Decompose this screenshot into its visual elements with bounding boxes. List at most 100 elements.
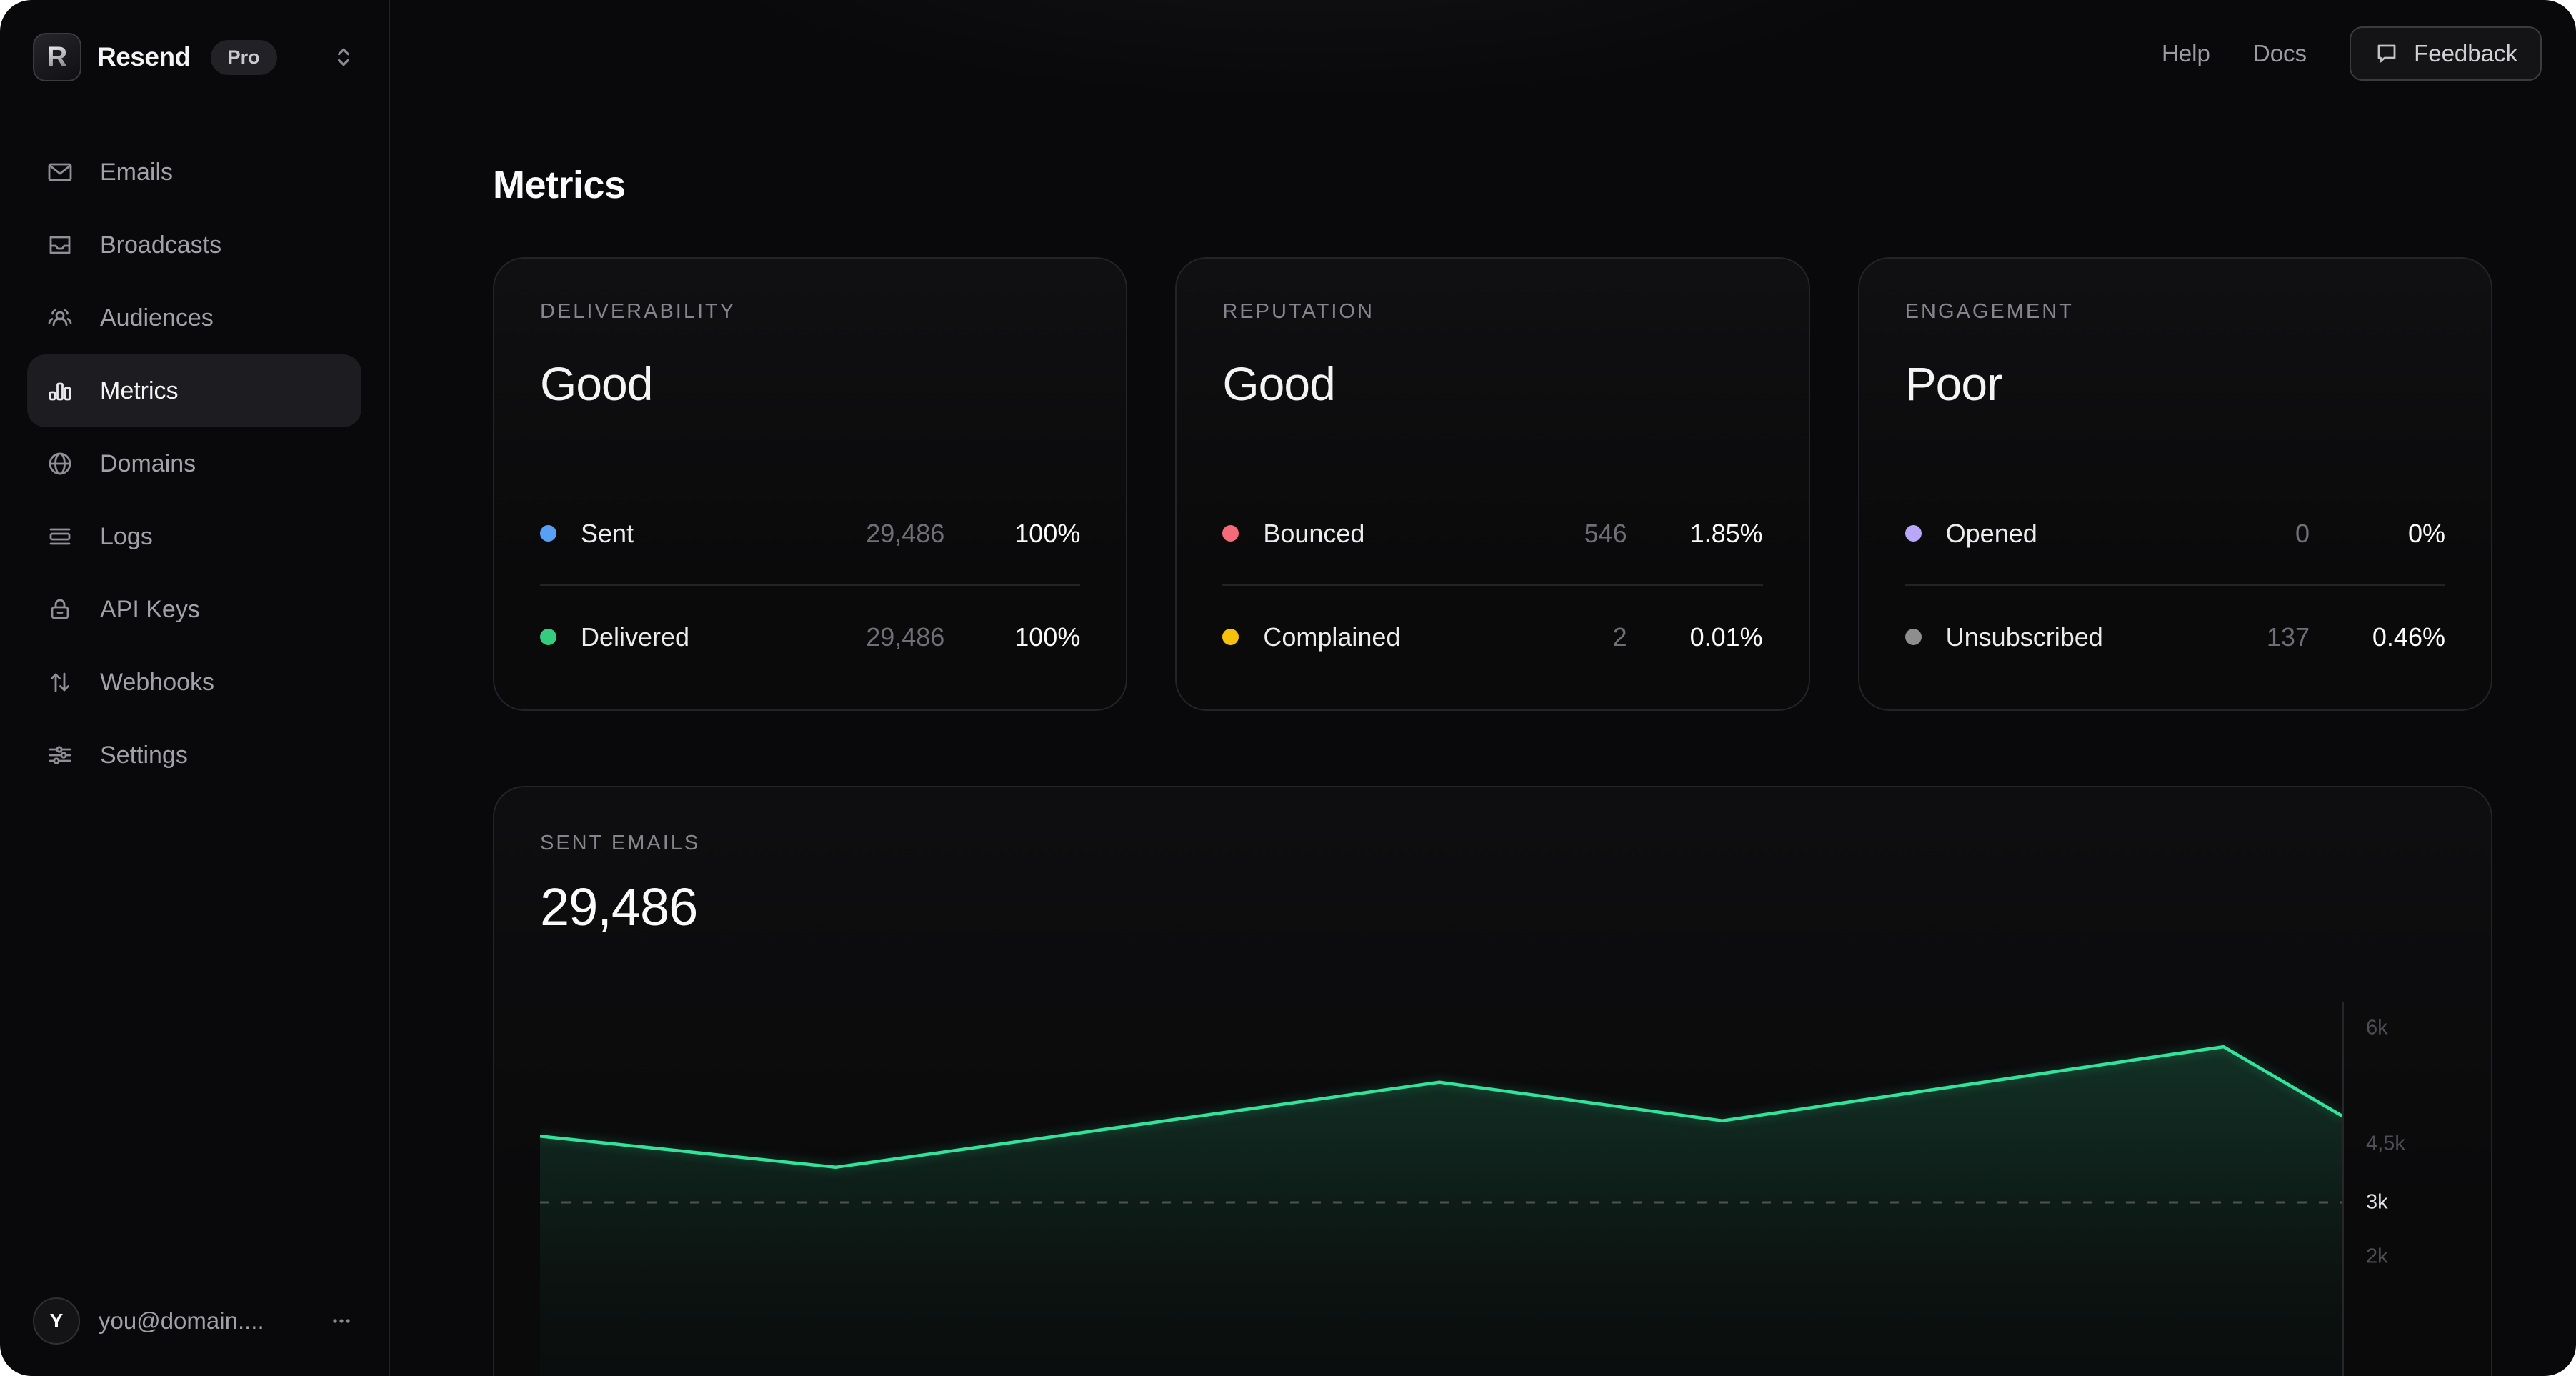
y-axis-line xyxy=(2342,1002,2344,1376)
sidebar-item-audiences[interactable]: Audiences xyxy=(27,281,361,354)
legend-dot xyxy=(1222,629,1239,645)
metric-row-sent: Sent 29,486 100% xyxy=(540,482,1080,584)
more-options-icon[interactable] xyxy=(327,1307,356,1335)
card-category: ENGAGEMENT xyxy=(1904,300,2074,323)
workspace-switcher[interactable]: R Resend Pro xyxy=(0,0,389,96)
page-title: Metrics xyxy=(493,164,626,207)
chart-area-fill xyxy=(540,1047,2342,1376)
lock-icon xyxy=(51,599,69,619)
sidebar-item-label: Metrics xyxy=(100,377,179,404)
sent-emails-plot[interactable] xyxy=(540,994,2342,1376)
legend-dot xyxy=(1904,525,1922,542)
inbox-icon xyxy=(49,236,71,254)
plan-badge: Pro xyxy=(210,39,277,75)
metric-percent: 0.01% xyxy=(1689,622,1763,652)
y-axis-tick: 4,5k xyxy=(2366,1132,2405,1155)
sidebar-item-api-keys[interactable]: API Keys xyxy=(27,573,361,646)
sidebar-item-settings[interactable]: Settings xyxy=(27,719,361,792)
metric-row-unsubscribed: Unsubscribed 137 0.46% xyxy=(1904,584,2445,688)
card-status: Good xyxy=(1222,357,1335,410)
metric-value: 29,486 xyxy=(866,518,945,548)
sidebar-item-emails[interactable]: Emails xyxy=(27,136,361,209)
sidebar-item-label: Settings xyxy=(100,741,188,769)
area-chart xyxy=(540,1045,2342,1376)
card-status: Good xyxy=(540,357,653,410)
y-axis-tick: 6k xyxy=(2366,1016,2388,1040)
card-rows: Bounced 546 1.85% Complained 2 0.01% xyxy=(1222,482,1763,688)
chart-series-line xyxy=(540,1045,2342,1170)
feedback-button[interactable]: Feedback xyxy=(2350,26,2542,81)
card-category: DELIVERABILITY xyxy=(540,300,737,323)
metric-row-bounced: Bounced 546 1.85% xyxy=(1222,482,1763,584)
card-rows: Sent 29,486 100% Delivered 29,486 100% xyxy=(540,482,1081,688)
legend-dot xyxy=(540,525,556,542)
metric-value: 2 xyxy=(1612,622,1627,652)
reputation-card: REPUTATION Good Bounced 546 1.85% Compla… xyxy=(1175,257,1810,711)
sidebar-item-label: Broadcasts xyxy=(100,231,222,259)
metric-row-complained: Complained 2 0.01% xyxy=(1222,584,1763,688)
sidebar-item-metrics[interactable]: Metrics xyxy=(27,354,361,427)
card-category: REPUTATION xyxy=(1222,300,1374,323)
user-menu[interactable]: Y you@domain.... xyxy=(0,1270,389,1376)
metric-label: Complained xyxy=(1263,622,1401,652)
main-content: Help Docs Feedback Metrics DELIVERABILIT… xyxy=(390,0,2576,1376)
sidebar-item-logs[interactable]: Logs xyxy=(27,500,361,573)
legend-dot xyxy=(1904,629,1922,645)
sliders-icon xyxy=(49,746,71,764)
sidebar-item-broadcasts[interactable]: Broadcasts xyxy=(27,209,361,281)
sidebar-item-label: Domains xyxy=(100,449,196,477)
legend-dot xyxy=(1222,525,1239,542)
engagement-card: ENGAGEMENT Poor Opened 0 0% Unsubscribed… xyxy=(1857,257,2492,711)
metric-row-delivered: Delivered 29,486 100% xyxy=(540,584,1081,688)
sidebar-item-label: Audiences xyxy=(100,304,214,331)
help-link[interactable]: Help xyxy=(2162,40,2210,66)
mail-icon xyxy=(48,163,72,181)
summary-cards: DELIVERABILITY Good Sent 29,486 100% Del… xyxy=(493,257,2492,711)
metric-label: Bounced xyxy=(1263,518,1365,548)
metric-row-opened: Opened 0 0% xyxy=(1904,482,2445,584)
docs-link[interactable]: Docs xyxy=(2252,40,2307,66)
sidebar-item-label: Webhooks xyxy=(100,668,215,696)
sent-emails-card: SENT EMAILS 29,486 xyxy=(493,786,2492,1376)
metric-label: Delivered xyxy=(581,622,690,652)
resend-logo: R xyxy=(33,33,81,81)
sidebar-item-domains[interactable]: Domains xyxy=(27,427,361,500)
deliverability-card: DELIVERABILITY Good Sent 29,486 100% Del… xyxy=(493,257,1128,711)
y-axis-tick: 3k xyxy=(2366,1190,2388,1214)
metric-percent: 100% xyxy=(1014,622,1081,652)
user-email: you@domain.... xyxy=(99,1307,264,1334)
feedback-label: Feedback xyxy=(2414,40,2517,66)
y-axis-tick: 2k xyxy=(2366,1245,2388,1268)
sidebar: R Resend Pro Emails Broadcasts Audiences xyxy=(0,0,390,1376)
metric-percent: 0% xyxy=(2407,518,2445,548)
metric-label: Sent xyxy=(581,518,634,548)
rows-icon xyxy=(49,528,71,545)
avatar: Y xyxy=(33,1297,80,1345)
metric-value: 0 xyxy=(2295,518,2310,548)
chart-total: 29,486 xyxy=(540,877,698,937)
sidebar-item-label: API Keys xyxy=(100,595,200,623)
chart-category: SENT EMAILS xyxy=(540,832,701,854)
globe-icon xyxy=(49,452,71,475)
metric-value: 29,486 xyxy=(866,622,945,652)
metric-value: 137 xyxy=(2266,622,2310,652)
feedback-bubble-icon xyxy=(2377,44,2396,63)
arrows-up-down-icon xyxy=(51,672,69,692)
card-status: Poor xyxy=(1904,357,2002,410)
unfold-chevrons-icon[interactable] xyxy=(331,45,356,69)
sidebar-item-webhooks[interactable]: Webhooks xyxy=(27,646,361,719)
legend-dot xyxy=(540,629,556,645)
users-icon xyxy=(48,309,72,326)
metric-label: Unsubscribed xyxy=(1945,622,2103,652)
metric-percent: 0.46% xyxy=(2372,622,2445,652)
brand-name: Resend xyxy=(97,42,191,71)
topbar: Help Docs Feedback xyxy=(2162,0,2576,107)
metric-percent: 100% xyxy=(1014,518,1081,548)
sidebar-item-label: Emails xyxy=(100,158,174,186)
metric-value: 546 xyxy=(1584,518,1627,548)
bar-chart-icon xyxy=(49,382,71,401)
chart-header: SENT EMAILS 29,486 xyxy=(494,787,2491,937)
card-rows: Opened 0 0% Unsubscribed 137 0.46% xyxy=(1904,482,2445,688)
y-axis-labels: 6k 4,5k 3k 2k xyxy=(2366,994,2487,1376)
